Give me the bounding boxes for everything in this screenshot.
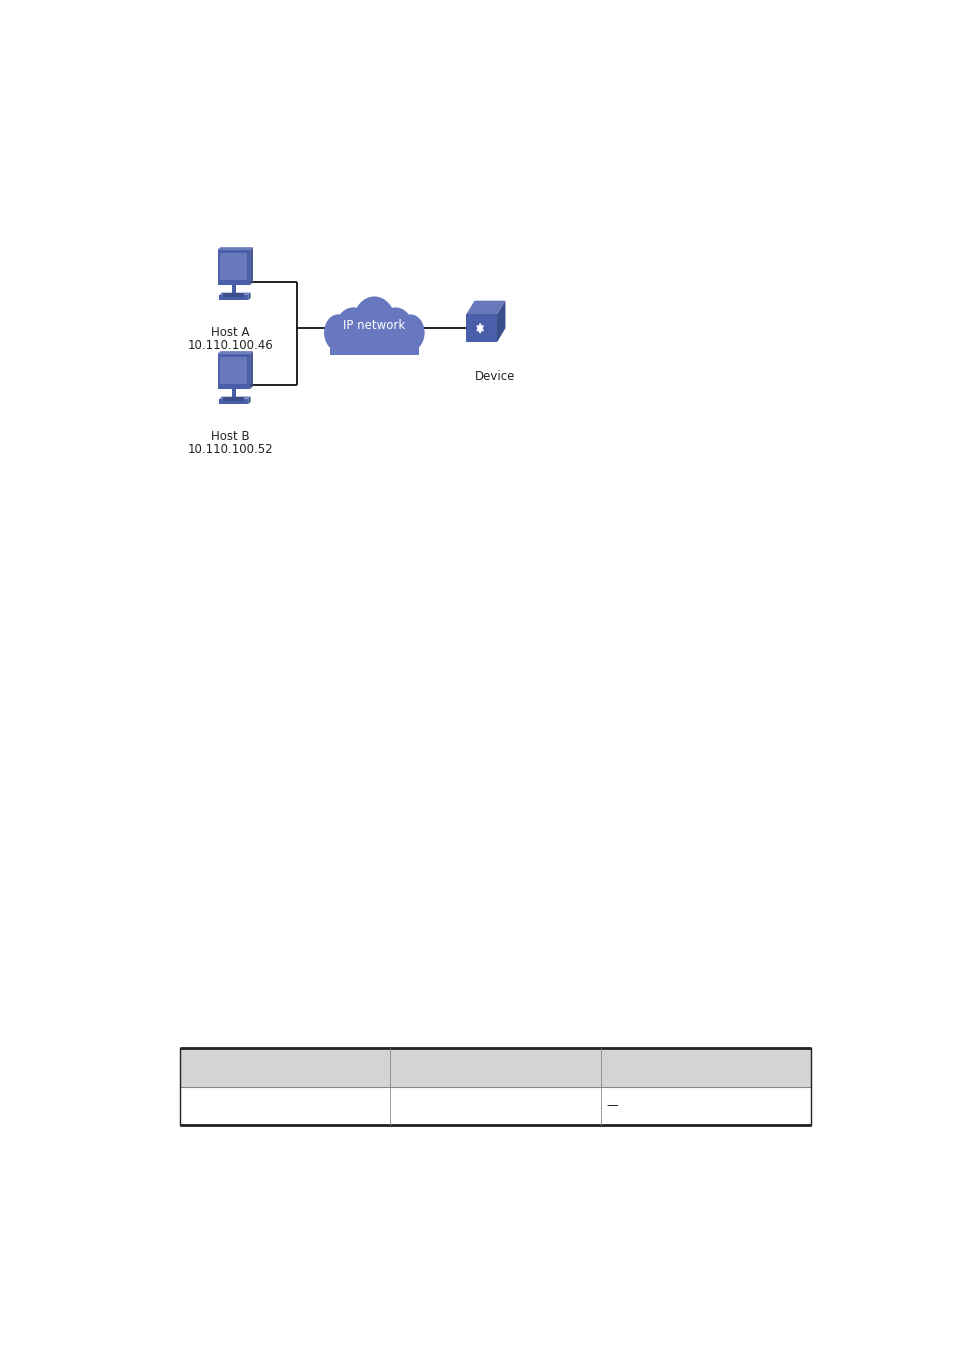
Polygon shape (250, 351, 253, 389)
Ellipse shape (377, 308, 413, 350)
FancyBboxPatch shape (330, 328, 418, 355)
Ellipse shape (369, 315, 399, 350)
Text: Host B: Host B (211, 431, 249, 443)
FancyBboxPatch shape (223, 397, 244, 401)
FancyBboxPatch shape (220, 254, 247, 281)
Polygon shape (217, 247, 253, 250)
FancyBboxPatch shape (223, 293, 244, 297)
Text: —: — (606, 1099, 618, 1112)
Polygon shape (497, 301, 505, 342)
FancyBboxPatch shape (217, 250, 250, 285)
FancyBboxPatch shape (466, 315, 497, 342)
Polygon shape (466, 301, 505, 315)
Text: 10.110.100.52: 10.110.100.52 (187, 443, 273, 456)
Polygon shape (219, 397, 251, 398)
Polygon shape (219, 293, 251, 294)
FancyBboxPatch shape (217, 354, 250, 389)
Text: Device: Device (475, 370, 515, 383)
FancyBboxPatch shape (219, 398, 248, 404)
Ellipse shape (324, 315, 352, 351)
Ellipse shape (335, 308, 371, 350)
Ellipse shape (396, 315, 424, 351)
FancyBboxPatch shape (232, 285, 235, 293)
Ellipse shape (349, 315, 379, 350)
Polygon shape (248, 397, 251, 404)
Polygon shape (217, 351, 253, 354)
Text: Host A: Host A (211, 327, 249, 339)
FancyBboxPatch shape (232, 389, 235, 397)
FancyBboxPatch shape (220, 358, 247, 385)
Polygon shape (250, 247, 253, 285)
Ellipse shape (353, 297, 395, 347)
Text: IP network: IP network (343, 319, 405, 332)
Polygon shape (248, 293, 251, 300)
FancyBboxPatch shape (219, 294, 248, 300)
Text: 10.110.100.46: 10.110.100.46 (187, 339, 273, 352)
FancyBboxPatch shape (180, 1048, 810, 1087)
